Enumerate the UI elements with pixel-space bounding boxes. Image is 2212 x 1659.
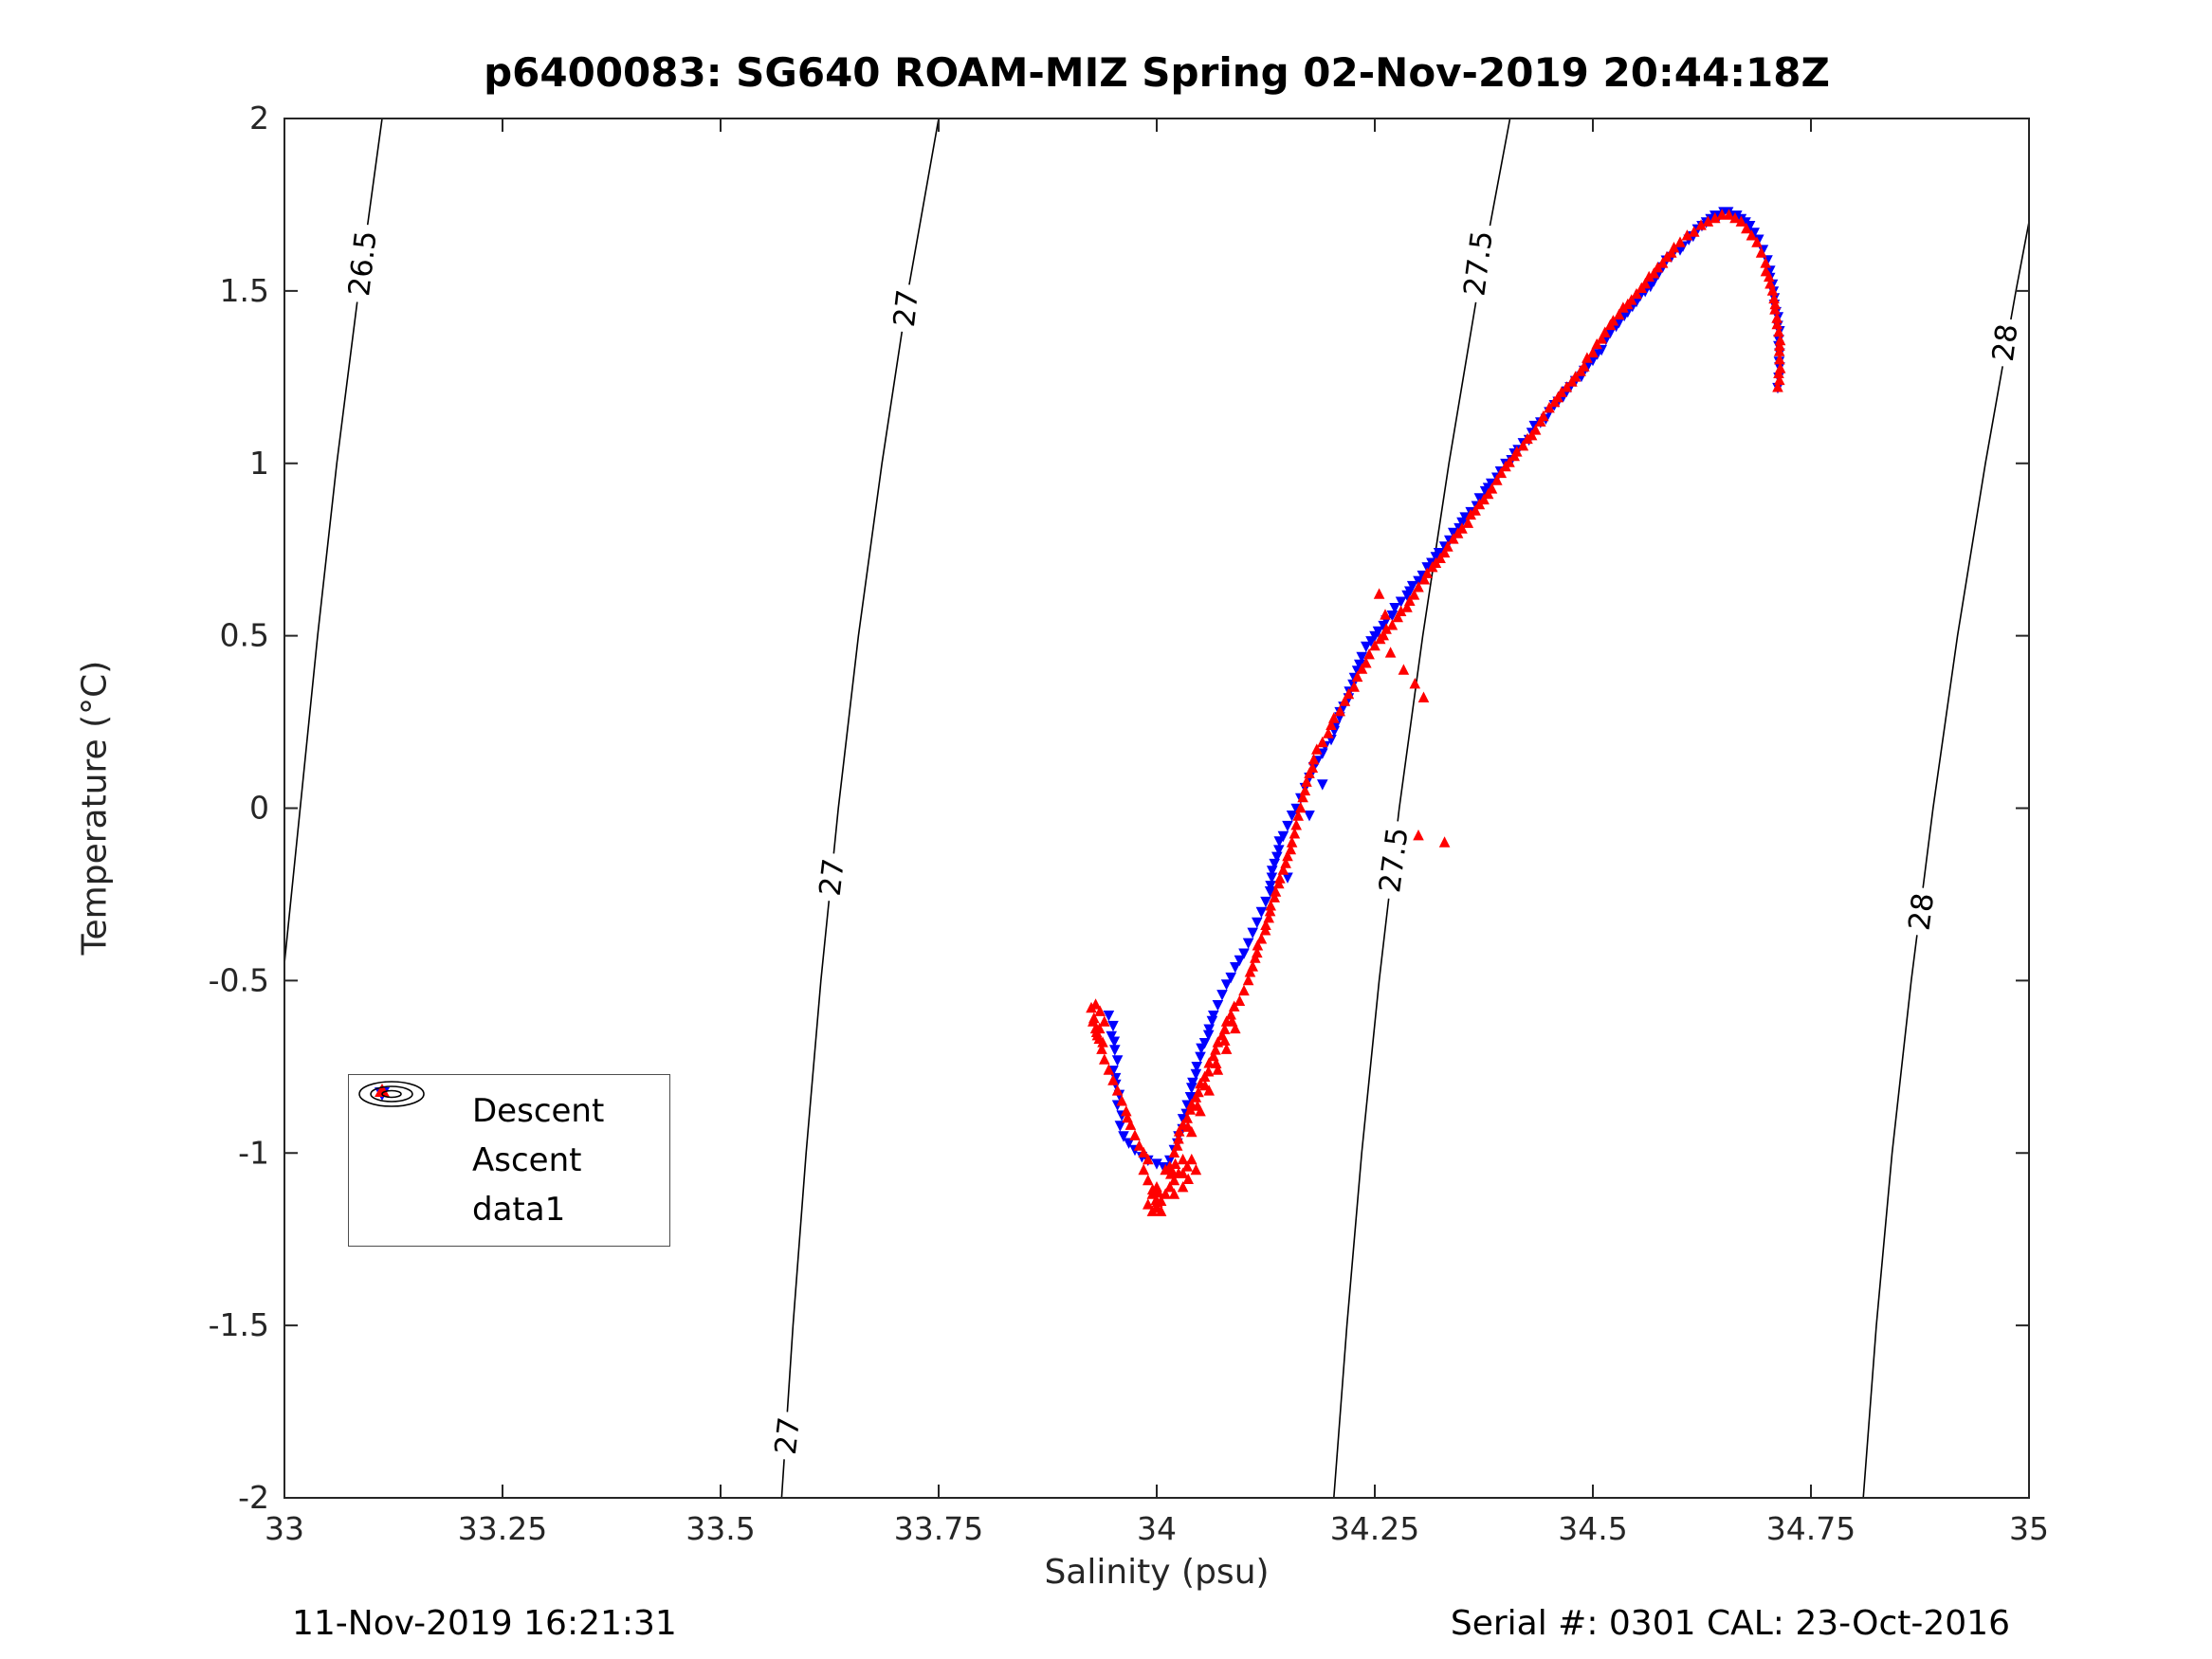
x-tick-label: 34.5	[1558, 1510, 1627, 1547]
legend-item-data1[interactable]: data1	[349, 1081, 669, 1234]
y-tick-label: 0.5	[220, 617, 269, 654]
svg-text:27: 27	[814, 857, 851, 898]
legend-label-data1: data1	[472, 1191, 566, 1229]
x-axis-label: Salinity (psu)	[1044, 1553, 1270, 1592]
svg-text:26.5: 26.5	[342, 229, 384, 299]
y-tick-label: -0.5	[209, 961, 269, 998]
legend-item-ascent[interactable]: Ascent	[349, 1084, 669, 1185]
y-axis-label: Temperature (°C)	[75, 660, 115, 956]
contour-label-27: 27	[812, 851, 851, 903]
svg-text:27: 27	[887, 288, 925, 329]
contour-line-27.5	[1333, 118, 1511, 1499]
contour-label-27: 27	[886, 283, 925, 334]
axes: 33 33.25 33.5 33.75 34 34.25 34.5 34.75 35 -2 -1.5…	[209, 100, 2049, 1547]
y-tick-label: -1.5	[209, 1306, 269, 1343]
x-tick-label: 33.75	[894, 1510, 983, 1547]
contour-label-27.5: 27.5	[1455, 222, 1500, 304]
y-tick-label: 1	[249, 445, 269, 482]
y-tick-label: 1.5	[220, 272, 269, 309]
contour-label-28: 28	[1984, 317, 2025, 369]
x-tick-label: 33.25	[458, 1510, 547, 1547]
ascent-markers	[1086, 209, 1786, 1216]
descent-markers	[1103, 207, 1785, 1174]
svg-text:28: 28	[1986, 322, 2025, 364]
svg-text:27: 27	[769, 1415, 807, 1456]
density-contours	[283, 118, 2030, 1499]
svg-text:28: 28	[1903, 891, 1942, 933]
svg-text:27.5: 27.5	[1457, 228, 1499, 298]
serial-cal-info: Serial #: 0301 CAL: 23-Oct-2016	[1450, 1604, 2010, 1643]
plot-box	[283, 118, 2030, 1499]
processing-timestamp: 11-Nov-2019 16:21:31	[292, 1604, 677, 1643]
x-tick-label: 33	[265, 1510, 304, 1547]
data-series	[1086, 207, 1786, 1216]
y-tick-label: -2	[238, 1479, 269, 1516]
contour-labels: 26.5 27 27 27 27.5 27.5 28 28	[340, 222, 2025, 1462]
x-tick-label: 34.75	[1766, 1510, 1856, 1547]
svg-text:27.5: 27.5	[1373, 826, 1415, 895]
contour-line-27	[780, 118, 940, 1499]
contour-label-27.5: 27.5	[1371, 819, 1416, 902]
page-title: p6400083: SG640 ROAM-MIZ Spring 02-Nov-2…	[484, 49, 1830, 96]
legend-label-ascent: Ascent	[472, 1141, 582, 1179]
x-tick-label: 34	[1137, 1510, 1177, 1547]
contour-label-28: 28	[1900, 885, 1942, 938]
contour-label-27: 27	[767, 1410, 807, 1462]
contour-line-28	[1862, 221, 2030, 1499]
y-tick-label: 0	[249, 790, 269, 827]
x-tick-label: 34.25	[1330, 1510, 1419, 1547]
contour-label-26.5: 26.5	[340, 223, 384, 304]
legend-label-descent: Descent	[472, 1092, 605, 1130]
y-tick-label: -1	[238, 1134, 269, 1171]
x-tick-label: 33.5	[686, 1510, 755, 1547]
legend[interactable]: Descent Ascent data1	[348, 1074, 670, 1247]
x-tick-label: 35	[2009, 1510, 2049, 1547]
y-tick-label: 2	[249, 100, 269, 137]
